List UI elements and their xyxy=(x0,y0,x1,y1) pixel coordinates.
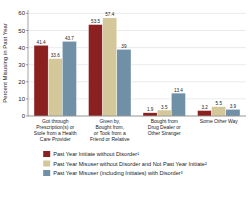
data-label: 3.2 xyxy=(201,105,208,110)
x-tick-label: Got throughPrescription(s) orStole from … xyxy=(34,118,77,142)
y-axis: 0 10 20 30 40 50 60 xyxy=(18,10,28,119)
bar xyxy=(62,41,76,116)
data-label: 3.9 xyxy=(230,104,237,109)
legend: Past Year Initiate without Disorder¹ Past… xyxy=(43,151,207,176)
x-tick-label: Some Other Way xyxy=(200,118,239,124)
x-axis-line xyxy=(28,116,246,117)
x-tick-label-line: Other Stranger xyxy=(148,130,181,136)
grid xyxy=(28,13,246,116)
data-label: 33.6 xyxy=(51,53,60,58)
chart: 0 10 20 30 40 50 60 Percent Misusing in Past Ye… xyxy=(0,0,250,202)
legend-swatch xyxy=(43,170,50,176)
data-label: 1.9 xyxy=(147,107,154,112)
bar xyxy=(103,18,117,116)
bar xyxy=(48,59,62,116)
y-tick-label: 0 xyxy=(22,113,26,119)
x-tick-label: Bought fromDrug Dealer orOther Stranger xyxy=(148,118,181,136)
y-tick-label: 60 xyxy=(18,10,25,16)
bar xyxy=(226,109,240,116)
x-tick-label-line: Some Other Way xyxy=(200,118,239,124)
legend-label: Past Year Misuser without Disorder and N… xyxy=(53,161,207,167)
legend-swatch xyxy=(43,161,50,167)
data-label: 5.5 xyxy=(216,101,223,106)
y-tick-label: 50 xyxy=(18,28,25,34)
legend-label: Past Year Initiate without Disorder¹ xyxy=(53,151,139,157)
bar xyxy=(212,107,226,116)
data-label: 57.4 xyxy=(105,12,114,17)
legend-label: Past Year Misuser (including Initiates) … xyxy=(53,170,182,176)
y-tick-label: 40 xyxy=(18,45,25,51)
data-label: 43.7 xyxy=(65,36,74,41)
x-axis: Got throughPrescription(s) orStole from … xyxy=(34,118,238,142)
x-tick-label-line: Care Provider xyxy=(40,136,71,142)
y-axis-line xyxy=(28,10,29,116)
data-label: 39 xyxy=(121,44,127,49)
legend-swatch xyxy=(43,151,50,157)
data-label: 41.4 xyxy=(37,40,46,45)
x-tick-label-line: Friend or Relative xyxy=(90,136,130,142)
y-tick-label: 20 xyxy=(18,79,25,85)
bar xyxy=(117,49,131,116)
bar xyxy=(34,45,48,116)
bar xyxy=(197,111,211,116)
data-label: 3.5 xyxy=(161,105,168,110)
bar xyxy=(171,93,185,116)
bar xyxy=(157,110,171,116)
y-axis-label: Percent Misusing in Past Year xyxy=(2,23,8,103)
bar xyxy=(143,113,157,116)
bar xyxy=(88,25,102,116)
grid-line xyxy=(28,13,246,14)
grid-line xyxy=(28,47,246,48)
y-tick-label: 30 xyxy=(18,62,25,68)
x-tick-label: Given by,Bought from,or Took from aFrien… xyxy=(90,118,130,142)
bars xyxy=(34,18,240,116)
grid-line xyxy=(28,30,246,31)
data-label: 13.4 xyxy=(174,88,183,93)
data-labels: 41.4 53.5 1.9 3.2 33.6 57.4 3.5 5.5 43.7 39 13.4 3.… xyxy=(37,12,237,112)
data-label: 53.5 xyxy=(91,19,100,24)
y-tick-label: 10 xyxy=(18,96,25,102)
